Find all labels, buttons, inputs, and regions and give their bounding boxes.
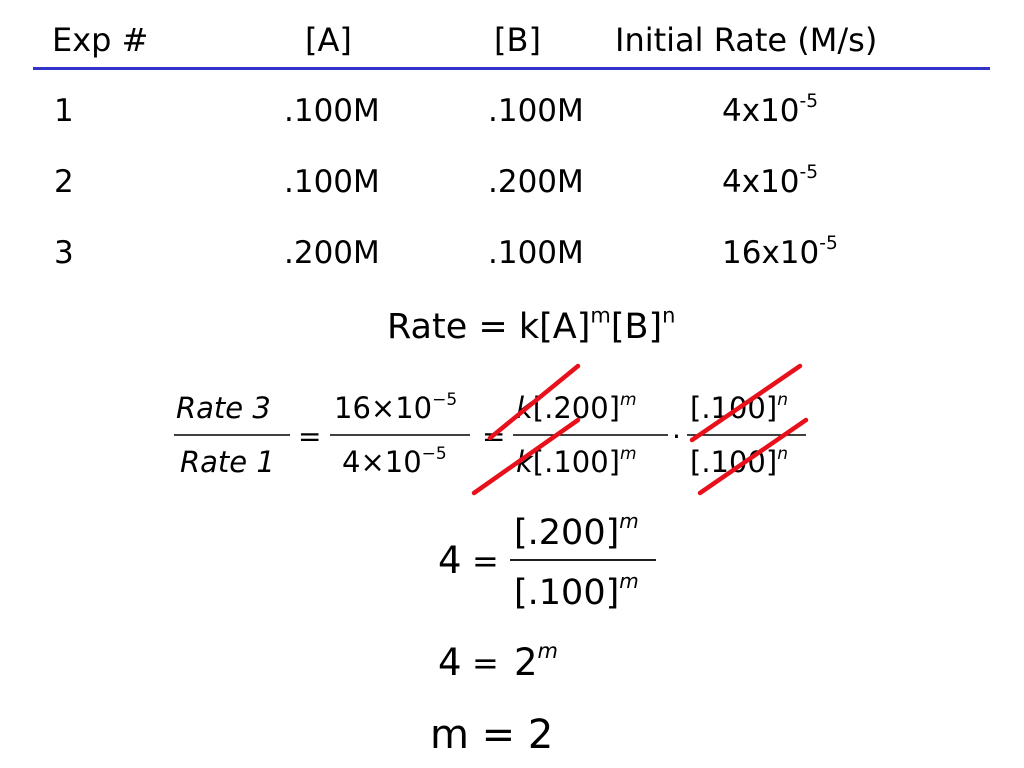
k-conc-200-m: k[.200]m (516, 390, 637, 425)
row2-b: .200M (488, 164, 584, 200)
equals-sign: = (298, 420, 321, 453)
lhs-4: 4 (438, 641, 462, 684)
row1-b: .100M (488, 93, 584, 129)
row1-exp: 1 (54, 93, 74, 129)
header-divider (33, 67, 990, 70)
conc-100-m: [.100]m (514, 569, 639, 613)
row1-rate: 4x10-5 (722, 91, 819, 129)
row3-a: .200M (284, 235, 380, 271)
conc-200-m: [.200]m (514, 509, 639, 553)
cancel-marks (471, 363, 809, 496)
cancel-k-bottom-stroke (471, 417, 581, 496)
row2-exp: 2 (54, 164, 74, 200)
conc-100-n: [.100]n (690, 390, 788, 425)
header-initial-rate: Initial Rate (M/s) (615, 21, 878, 59)
header-exp: Exp # (52, 21, 149, 59)
result-m-equals-2: m = 2 (430, 712, 553, 758)
row3-exp: 3 (54, 235, 74, 271)
rate3-label: Rate 3 (176, 391, 271, 425)
row3-b: .100M (488, 235, 584, 271)
row3-rate: 16x10-5 (722, 233, 838, 271)
k-conc-100-m: k[.100]m (516, 444, 637, 479)
equation-4-power: 4 = 2m (438, 639, 558, 684)
row1-a: .100M (284, 93, 380, 129)
cancel-k-top-stroke (487, 363, 581, 441)
equation-4-ratio: 4 = [.200]m [.100]m (438, 509, 656, 613)
cancel-b-bottom-stroke (697, 417, 809, 496)
header-a: [A] (305, 21, 352, 59)
multiply-dot: · (672, 420, 681, 453)
ratio-equation: Rate 3 Rate 1 = 16×10−5 4×10−5 = k[.200]… (174, 363, 809, 496)
rate1-label: Rate 1 (180, 445, 275, 479)
value-16e-5: 16×10−5 (334, 390, 457, 425)
value-4e-5: 4×10−5 (342, 444, 447, 479)
cancel-b-top-stroke (689, 363, 803, 443)
equals-sign: = (472, 644, 499, 682)
header-b: [B] (494, 21, 541, 59)
rate-law: Rate = k[A]m[B]n (387, 303, 676, 347)
lhs-4: 4 (438, 539, 462, 582)
row2-a: .100M (284, 164, 380, 200)
conc-100-n: [.100]n (690, 444, 788, 479)
equals-sign: = (472, 542, 499, 580)
two-power-m: 2m (514, 639, 558, 684)
row2-rate: 4x10-5 (722, 162, 819, 200)
